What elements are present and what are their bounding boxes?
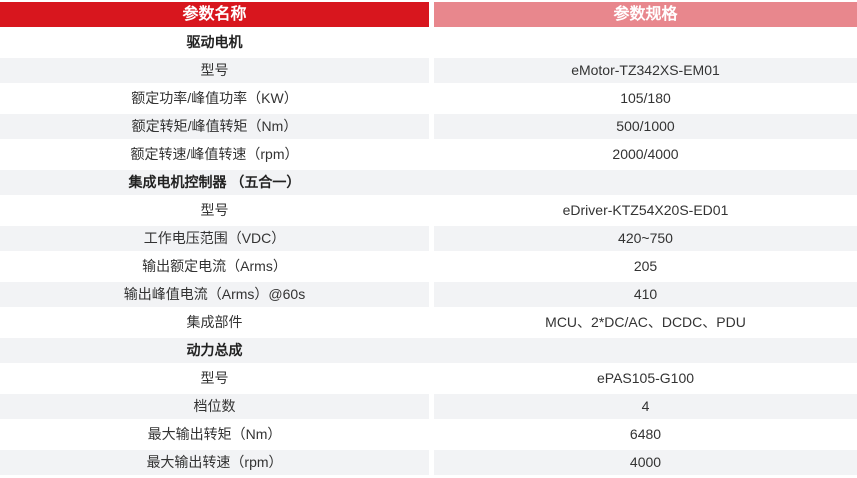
param-row: 最大输出转速（rpm） 4000 [0, 450, 857, 475]
param-value-cell: 500/1000 [434, 114, 857, 139]
param-value-cell: 105/180 [620, 90, 671, 106]
param-value-cell: ePAS105-G100 [596, 370, 695, 386]
param-row: 输出峰值电流（Arms）@60s 410 [0, 282, 857, 307]
param-row: 额定转速/峰值转速（rpm） 2000/4000 [0, 142, 857, 167]
section-title: 驱动电机 [186, 34, 243, 50]
section-title: 集成电机控制器 （五合一） [128, 174, 301, 190]
param-row: 额定转矩/峰值转矩（Nm） 500/1000 [0, 114, 857, 139]
param-row: 最大输出转矩（Nm） 6480 [0, 422, 857, 447]
header-param-spec: 参数规格 [434, 2, 857, 27]
param-name-cell: 输出额定电流（Arms） [142, 258, 287, 274]
param-value-cell: 6480 [629, 426, 662, 442]
param-name-cell: 型号 [200, 202, 229, 218]
param-name-cell: 额定转矩/峰值转矩（Nm） [0, 114, 429, 139]
param-value-cell: 410 [434, 282, 857, 307]
param-row: 档位数 4 [0, 394, 857, 419]
param-name-cell: 最大输出转速（rpm） [0, 450, 429, 475]
param-row: 型号 ePAS105-G100 [0, 366, 857, 391]
param-value-cell: 4 [434, 394, 857, 419]
section-row-drive-motor: 驱动电机 [0, 30, 857, 55]
param-name-cell: 额定转速/峰值转速（rpm） [130, 146, 299, 162]
param-name-cell: 最大输出转矩（Nm） [147, 426, 282, 442]
param-value-cell: eMotor-TZ342XS-EM01 [434, 58, 857, 83]
param-name-cell: 档位数 [0, 394, 429, 419]
param-row: 输出额定电流（Arms） 205 [0, 254, 857, 279]
param-row: 型号 eMotor-TZ342XS-EM01 [0, 58, 857, 83]
param-row: 型号 eDriver-KTZ54X20S-ED01 [0, 198, 857, 223]
param-value-cell: 2000/4000 [612, 146, 679, 162]
param-value-cell: 205 [633, 258, 658, 274]
param-row: 额定功率/峰值功率（KW） 105/180 [0, 86, 857, 111]
section-row-powertrain: 动力总成 [0, 338, 857, 363]
section-title: 动力总成 [186, 342, 243, 358]
header-param-name: 参数名称 [0, 2, 429, 27]
param-value-cell: 4000 [434, 450, 857, 475]
param-row: 工作电压范围（VDC） 420~750 [0, 226, 857, 251]
param-name-cell: 输出峰值电流（Arms）@60s [0, 282, 429, 307]
table-header-row: 参数名称 参数规格 [0, 2, 857, 27]
section-row-motor-controller: 集成电机控制器 （五合一） [0, 170, 857, 195]
param-value-cell: MCU、2*DC/AC、DCDC、PDU [545, 314, 746, 330]
param-value-cell: 420~750 [434, 226, 857, 251]
param-name-cell: 工作电压范围（VDC） [0, 226, 429, 251]
param-name-cell: 额定功率/峰值功率（KW） [131, 90, 298, 106]
param-name-cell: 集成部件 [186, 314, 243, 330]
param-value-cell: eDriver-KTZ54X20S-ED01 [562, 202, 729, 218]
param-row: 集成部件 MCU、2*DC/AC、DCDC、PDU [0, 310, 857, 335]
param-name-cell: 型号 [200, 370, 229, 386]
param-name-cell: 型号 [0, 58, 429, 83]
